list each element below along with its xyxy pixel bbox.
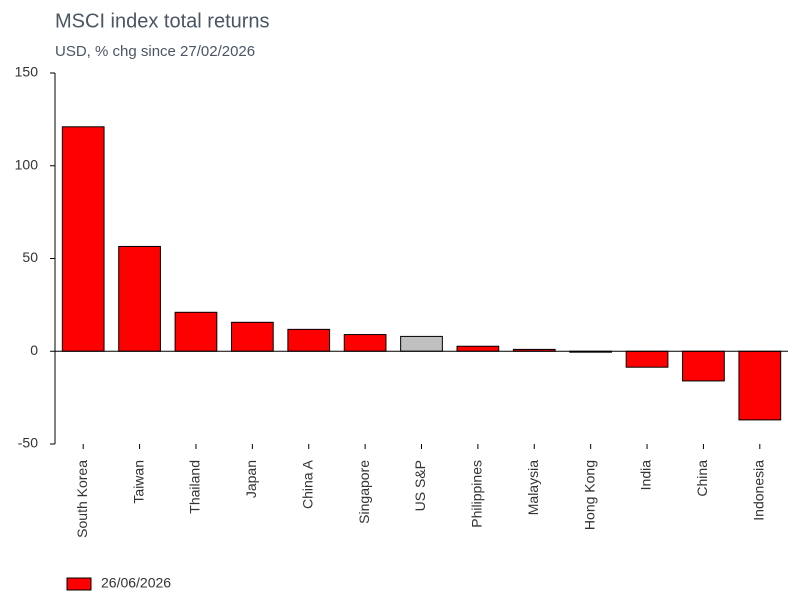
bar (174, 311, 218, 352)
chart-subtitle: USD, % chg since 27/02/2026 (55, 43, 255, 60)
x-tick-label: South Korea (74, 460, 90, 538)
x-tick-label: Taiwan (130, 460, 146, 504)
x-tick-label: Hong Kong (581, 460, 597, 530)
chart-title: MSCI index total returns (55, 10, 270, 32)
y-tick-label: 0 (30, 342, 38, 358)
bar (230, 321, 274, 352)
bar (400, 335, 443, 352)
x-tick-label: China (694, 460, 710, 497)
x-tick-label: US S&P (412, 460, 428, 511)
y-tick-label: -50 (18, 435, 38, 451)
legend-label: 26/06/2026 (101, 575, 171, 591)
x-tick-label: Japan (243, 460, 259, 498)
bar (682, 350, 725, 382)
y-tick-label: 100 (15, 156, 39, 172)
legend-swatch (66, 577, 92, 591)
y-tick-label: 50 (22, 249, 38, 265)
x-tick-label: Philippines (469, 460, 485, 528)
x-tick-label: Indonesia (751, 460, 767, 521)
x-tick-label: China A (299, 459, 315, 509)
y-tick-label: 150 (15, 64, 39, 80)
bar (118, 245, 161, 352)
bar (456, 345, 500, 352)
bar (738, 350, 782, 421)
x-tick-label: Singapore (356, 460, 372, 524)
x-tick-label: Malaysia (525, 460, 541, 515)
x-tick-label: India (638, 460, 654, 491)
bar (343, 334, 387, 352)
bar (287, 328, 331, 352)
bar (625, 350, 669, 368)
bar (61, 126, 105, 352)
x-tick-label: Thailand (187, 460, 203, 514)
